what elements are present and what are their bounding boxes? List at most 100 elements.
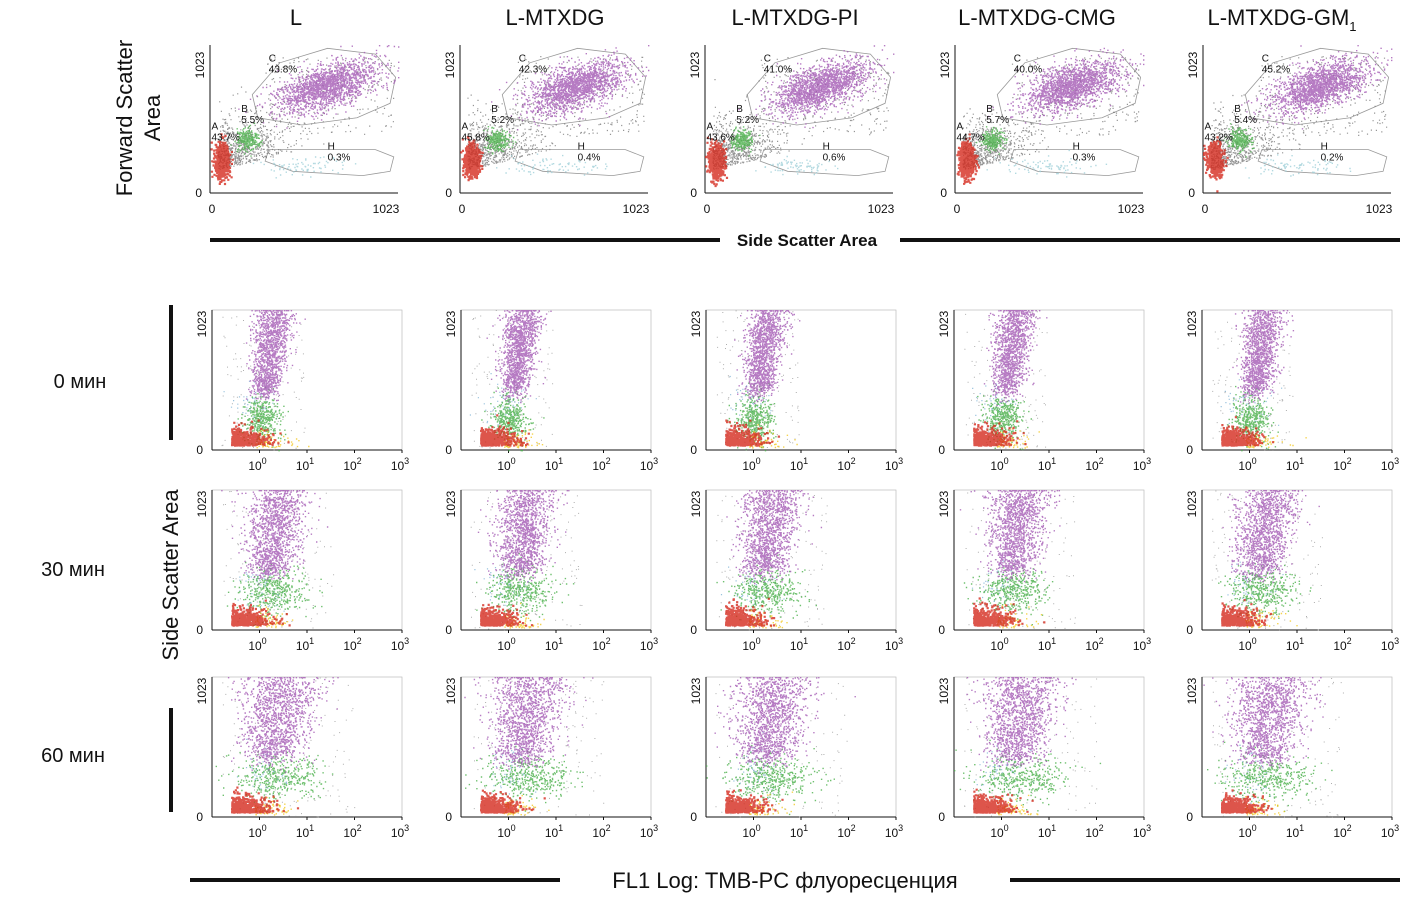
- x-tick-exponent: 2: [357, 456, 362, 466]
- x-tick-exponent: 0: [262, 823, 267, 833]
- scatter-dots: [480, 603, 534, 627]
- y-tick-label: 1023: [1185, 677, 1199, 704]
- scatter-dots: [491, 45, 650, 133]
- x-tick-label: 103: [391, 636, 409, 653]
- x-tick-exponent: 3: [1146, 456, 1151, 466]
- scatter-dots: [231, 786, 300, 814]
- x-tick-exponent: 2: [1347, 636, 1352, 646]
- fsc-y-axis-label-2: Area: [140, 94, 165, 141]
- x-tick-label: 101: [1286, 456, 1304, 473]
- scatter-dots: [966, 677, 1077, 771]
- gate-percent: 0.2%: [1321, 153, 1344, 164]
- scatter-dots: [231, 599, 291, 627]
- x-tick-exponent: 2: [1347, 823, 1352, 833]
- x-tick-exponent: 0: [1252, 823, 1257, 833]
- x-tick-exponent: 1: [309, 456, 314, 466]
- scatter-dots: [231, 419, 290, 447]
- scatter-dots: [1203, 136, 1229, 193]
- scatter-dots: [730, 126, 761, 157]
- x-tick-exponent: 3: [898, 456, 903, 466]
- scatter-dots: [956, 133, 981, 185]
- x-tick-exponent: 3: [404, 636, 409, 646]
- x-tick-label: 100: [497, 456, 515, 473]
- x-tick-label: 103: [640, 823, 658, 840]
- scatter-dots: [460, 136, 484, 182]
- x-tick-exponent: 3: [653, 456, 658, 466]
- x-tick-exponent: 3: [898, 823, 903, 833]
- y-tick-label: 1023: [689, 677, 703, 704]
- y-tick-label: 1023: [444, 490, 458, 517]
- x-tick-label: 101: [296, 823, 314, 840]
- x-tick-label: 101: [1038, 456, 1056, 473]
- y-tick-label: 0: [690, 623, 697, 637]
- x-tick-label: 103: [640, 456, 658, 473]
- gate-label: A: [956, 121, 963, 132]
- x-tick-exponent: 1: [1299, 823, 1304, 833]
- x-tick-label: 1023: [1366, 202, 1393, 216]
- scatter-dots: [954, 739, 1102, 812]
- y-tick-label: 1023: [443, 51, 457, 78]
- x-tick-label: 1023: [623, 202, 650, 216]
- scatter-dots: [210, 133, 234, 186]
- x-tick-exponent: 3: [653, 823, 658, 833]
- x-tick-exponent: 0: [511, 636, 516, 646]
- scatter-dots: [983, 310, 1048, 407]
- x-tick-label: 0: [459, 202, 466, 216]
- fsc-ssc-panel: 0 1023 0 1023 A45.8% B5.2% C42.3% H0.4%: [443, 45, 650, 216]
- column-header: L-MTXDG: [506, 5, 605, 30]
- y-tick-label: 1023: [938, 51, 952, 78]
- time-row-labels: 0 мин 30 мин 60 мин: [41, 371, 106, 767]
- x-tick-label: 100: [248, 636, 266, 653]
- x-tick-label: 0: [1202, 202, 1209, 216]
- scatter-dots: [706, 744, 835, 816]
- x-tick-label: 100: [990, 636, 1008, 653]
- gate-label: C: [1262, 53, 1269, 64]
- gate-percent: 43.7%: [211, 132, 239, 143]
- scatter-dots: [725, 597, 776, 627]
- x-tick-exponent: 0: [756, 636, 761, 646]
- y-tick-label: 0: [690, 810, 697, 824]
- gate-label: C: [764, 53, 771, 64]
- y-tick-label: 1023: [193, 51, 207, 78]
- x-tick-label: 103: [1381, 456, 1399, 473]
- gate-percent: 45.2%: [1262, 64, 1290, 75]
- gate-label: B: [986, 104, 993, 115]
- gate-percent: 5.5%: [241, 115, 264, 126]
- y-tick-label: 1023: [1186, 51, 1200, 78]
- x-tick-exponent: 1: [803, 823, 808, 833]
- scatter-dots: [973, 788, 1034, 814]
- fsc-y-axis-label: Forward Scatter: [112, 40, 137, 197]
- gate-label: B: [241, 104, 248, 115]
- scatter-dots: [226, 561, 323, 626]
- x-tick-label: 102: [1333, 636, 1351, 653]
- ssc-x-axis-label: Side Scatter Area: [737, 231, 878, 250]
- x-tick-exponent: 3: [404, 823, 409, 833]
- x-tick-label: 100: [497, 823, 515, 840]
- scatter-dots: [1207, 741, 1333, 812]
- fsc-ssc-panel: 0 1023 0 1023 A43.2% B5.4% C45.2% H0.2%: [1186, 45, 1393, 216]
- gate-percent: 0.6%: [823, 153, 846, 164]
- x-tick-exponent: 0: [262, 456, 267, 466]
- y-tick-label: 0: [690, 443, 697, 457]
- gate-percent: 5.2%: [736, 115, 759, 126]
- scatter-dots: [1241, 45, 1393, 130]
- scatter-dots: [476, 553, 575, 622]
- gate-percent: 40.0%: [1014, 64, 1042, 75]
- scatter-dots: [1245, 796, 1285, 816]
- x-tick-label: 102: [1085, 636, 1103, 653]
- y-tick-label: 1023: [689, 490, 703, 517]
- x-tick-exponent: 0: [1004, 456, 1009, 466]
- x-tick-label: 103: [1381, 823, 1399, 840]
- x-tick-exponent: 1: [309, 636, 314, 646]
- x-tick-label: 100: [742, 823, 760, 840]
- gate-percent: 0.4%: [578, 153, 601, 164]
- scatter-dots: [467, 56, 645, 170]
- gate-percent: 0.3%: [328, 153, 351, 164]
- x-tick-label: 100: [1238, 636, 1256, 653]
